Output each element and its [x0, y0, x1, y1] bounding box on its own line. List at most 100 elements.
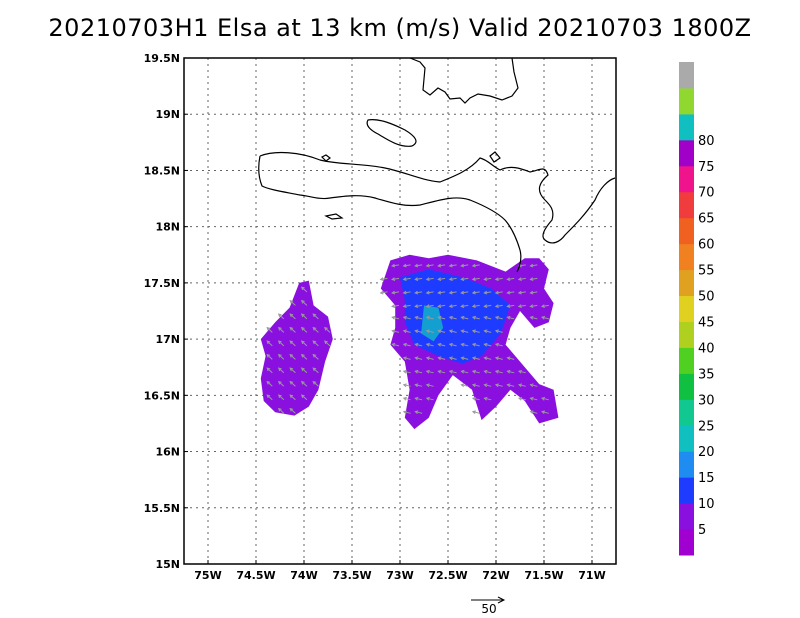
wind-vector-head [540, 304, 545, 308]
wind-vector [426, 277, 434, 280]
wind-vector [403, 316, 411, 320]
wind-vector [518, 277, 526, 280]
wind-vector [392, 343, 400, 347]
wind-vector-head [471, 277, 476, 281]
wind-vector-head [289, 313, 294, 318]
wind-vector [289, 340, 296, 347]
wind-vector [415, 384, 423, 387]
wind-vector-head [529, 304, 534, 308]
wind-vector-head [517, 277, 522, 281]
wind-vector [403, 370, 411, 374]
wind-vector [495, 291, 503, 294]
wind-vector-head [529, 396, 534, 401]
wind-vector [438, 316, 446, 320]
wind-vector [426, 397, 434, 401]
wind-vector [266, 327, 273, 333]
wind-vector-head [471, 263, 476, 268]
wind-vector [266, 354, 273, 360]
wind-vector-head [414, 277, 419, 281]
wind-vector [426, 384, 434, 387]
wind-vector [415, 397, 423, 401]
colorbar-segment [679, 451, 694, 478]
colorbar-segment [679, 217, 694, 245]
wind-vector-head [277, 367, 282, 372]
wind-vector-head [289, 407, 294, 412]
tiburon-peninsula-coastline [258, 155, 522, 273]
wind-vector [301, 381, 308, 387]
wind-vector [472, 277, 480, 280]
wind-vector-head [460, 383, 465, 388]
wind-vector-head [529, 277, 534, 281]
wind-vector [312, 367, 319, 374]
x-tick-label: 73W [386, 569, 413, 582]
wind-vector-head [402, 410, 407, 415]
wind-vector [495, 343, 503, 347]
wind-vector-head [448, 277, 453, 281]
colorbar-segment [679, 191, 694, 219]
wind-vector [484, 291, 492, 294]
wind-vector-head [437, 356, 442, 361]
wind-vector-head [517, 290, 522, 295]
y-tick-label: 17.5N [144, 277, 180, 290]
wind-vector [415, 264, 423, 267]
wind-vector [289, 300, 296, 306]
wind-vector-head [289, 299, 294, 304]
wind-vector [289, 394, 296, 401]
wind-vector [380, 277, 388, 280]
wind-vector-head [277, 380, 282, 385]
colorbar-segment [679, 503, 694, 530]
wind-vector-head [289, 353, 294, 358]
wind-vector [530, 304, 538, 307]
wind-vector [289, 313, 296, 320]
wind-vector-head [471, 315, 476, 320]
colorbar-label: 50 [698, 290, 715, 305]
wind-vector-head [425, 356, 430, 361]
y-tick-label: 16N [155, 446, 180, 459]
wind-vector [278, 367, 285, 374]
wind-vector [507, 304, 515, 307]
wind-vector-head [460, 329, 465, 334]
wind-vector-head [414, 369, 419, 374]
wind-vector-head [540, 396, 546, 401]
wind-vector [484, 304, 492, 307]
wind-vector-head [425, 263, 430, 268]
wind-vector [426, 291, 434, 294]
wind-vector-head [460, 304, 465, 308]
x-tick-label: 71W [578, 569, 605, 582]
x-tick-label: 73.5W [332, 569, 371, 582]
wind-vector [438, 277, 446, 280]
wind-vector [449, 370, 457, 374]
wind-vector-head [312, 313, 317, 318]
wind-vector-head [437, 315, 442, 320]
wind-vector-head [460, 342, 465, 347]
colorbar-label: 25 [698, 419, 715, 434]
colorbar-segment [679, 399, 694, 426]
wind-vector [426, 304, 434, 307]
wind-vector [426, 357, 434, 360]
wind-vector [392, 277, 400, 280]
colorbar-label: 15 [698, 471, 715, 486]
wind-vector-head [494, 369, 499, 374]
wind-vector [415, 316, 423, 320]
wind-vector-head [300, 353, 305, 358]
wind-vector-head [517, 383, 523, 388]
wind-vector-head [312, 340, 317, 345]
wind-vector-head [312, 353, 317, 358]
wind-vector-head [448, 290, 453, 295]
wind-vector-head [402, 263, 407, 268]
wind-vector-head [506, 290, 511, 295]
colorbar-segment [679, 321, 694, 348]
colorbar-label: 65 [698, 212, 715, 227]
wind-vector [449, 264, 457, 267]
wind-vector [438, 343, 446, 347]
wind-vector [438, 264, 446, 267]
wind-vector [530, 277, 538, 280]
wind-vector [301, 394, 308, 401]
wind-vector [301, 300, 308, 306]
colorbar-segment [679, 87, 694, 115]
wind-vector-head [300, 286, 305, 291]
wind-vector [507, 370, 515, 374]
wind-vector [495, 330, 503, 333]
y-tick-label: 16.5N [144, 389, 180, 402]
wind-vector-head [494, 290, 499, 295]
